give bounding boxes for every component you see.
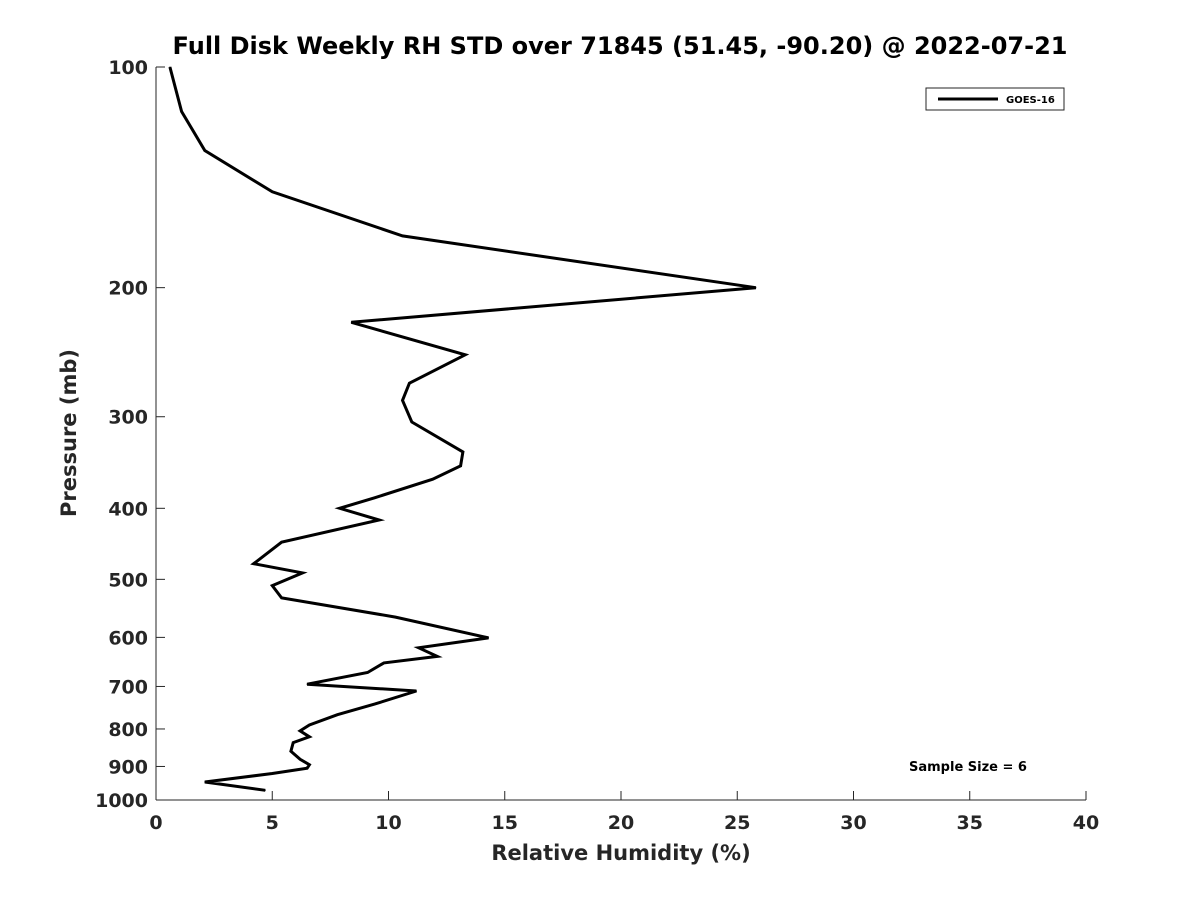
data-point bbox=[308, 724, 310, 726]
data-point bbox=[488, 637, 489, 639]
x-tick-label: 15 bbox=[492, 812, 518, 834]
data-point bbox=[415, 690, 417, 692]
x-tick-label: 25 bbox=[724, 812, 750, 834]
data-point bbox=[302, 572, 303, 574]
y-axis-ticks: 100 200 300 400 500 600 700 800 900 1000 bbox=[95, 57, 165, 812]
data-point bbox=[336, 714, 338, 716]
y-tick-label: 500 bbox=[108, 569, 148, 591]
data-point bbox=[299, 758, 301, 760]
data-point bbox=[408, 382, 410, 384]
data-point bbox=[181, 111, 183, 112]
chart-title: Full Disk Weekly RH STD over 71845 (51.4… bbox=[173, 32, 1068, 60]
data-point bbox=[264, 789, 266, 791]
data-point bbox=[402, 399, 403, 401]
data-point bbox=[374, 497, 376, 499]
data-point bbox=[462, 451, 464, 453]
sample-size-annotation: Sample Size = 6 bbox=[909, 760, 1027, 775]
data-point bbox=[281, 541, 283, 543]
data-point bbox=[290, 750, 292, 752]
data-point bbox=[402, 235, 403, 237]
data-point bbox=[204, 781, 206, 783]
legend-label-goes-16: GOES-16 bbox=[1006, 95, 1055, 106]
data-point bbox=[378, 519, 380, 521]
data-point bbox=[755, 287, 757, 289]
data-point bbox=[271, 191, 273, 193]
data-point bbox=[308, 736, 310, 738]
data-point bbox=[411, 421, 413, 423]
y-tick-label: 800 bbox=[108, 719, 148, 741]
data-point bbox=[374, 703, 376, 705]
x-tick-label: 35 bbox=[957, 812, 983, 834]
data-point bbox=[204, 150, 206, 151]
y-tick-label: 300 bbox=[108, 407, 148, 429]
x-tick-label: 5 bbox=[266, 812, 279, 834]
legend: GOES-16 bbox=[925, 87, 1065, 111]
data-point bbox=[281, 597, 283, 599]
y-tick-label: 900 bbox=[108, 756, 148, 778]
data-point bbox=[383, 662, 385, 664]
series-group bbox=[168, 66, 757, 792]
x-axis-label: Relative Humidity (%) bbox=[491, 841, 750, 865]
data-point bbox=[306, 683, 308, 685]
data-point bbox=[271, 585, 273, 587]
data-point bbox=[299, 730, 301, 732]
y-axis-label: Pressure (mb) bbox=[57, 349, 81, 517]
x-tick-label: 20 bbox=[608, 812, 634, 834]
data-point bbox=[464, 354, 466, 356]
data-point bbox=[460, 465, 462, 467]
data-point bbox=[418, 647, 420, 649]
y-tick-label: 400 bbox=[108, 498, 148, 520]
data-point bbox=[271, 773, 273, 774]
x-tick-label: 40 bbox=[1073, 812, 1099, 834]
x-tick-label: 10 bbox=[375, 812, 401, 834]
x-tick-label: 0 bbox=[149, 812, 162, 834]
y-tick-label: 1000 bbox=[95, 790, 148, 812]
x-tick-label: 30 bbox=[840, 812, 866, 834]
plot-area bbox=[156, 67, 1086, 800]
data-point bbox=[306, 767, 308, 769]
y-tick-label: 600 bbox=[108, 627, 148, 649]
y-tick-label: 100 bbox=[108, 57, 148, 79]
data-point bbox=[169, 66, 171, 68]
data-point bbox=[308, 764, 310, 766]
data-point bbox=[253, 563, 255, 565]
data-point bbox=[432, 478, 434, 480]
data-point bbox=[395, 616, 396, 618]
data-point bbox=[436, 655, 438, 657]
data-point bbox=[367, 672, 369, 673]
y-tick-label: 200 bbox=[108, 278, 148, 300]
y-tick-label: 700 bbox=[108, 676, 148, 698]
data-point bbox=[339, 507, 341, 509]
data-point bbox=[292, 742, 294, 744]
x-axis-ticks: 0 5 10 15 20 25 30 35 40 bbox=[149, 791, 1099, 834]
data-point bbox=[350, 321, 352, 323]
